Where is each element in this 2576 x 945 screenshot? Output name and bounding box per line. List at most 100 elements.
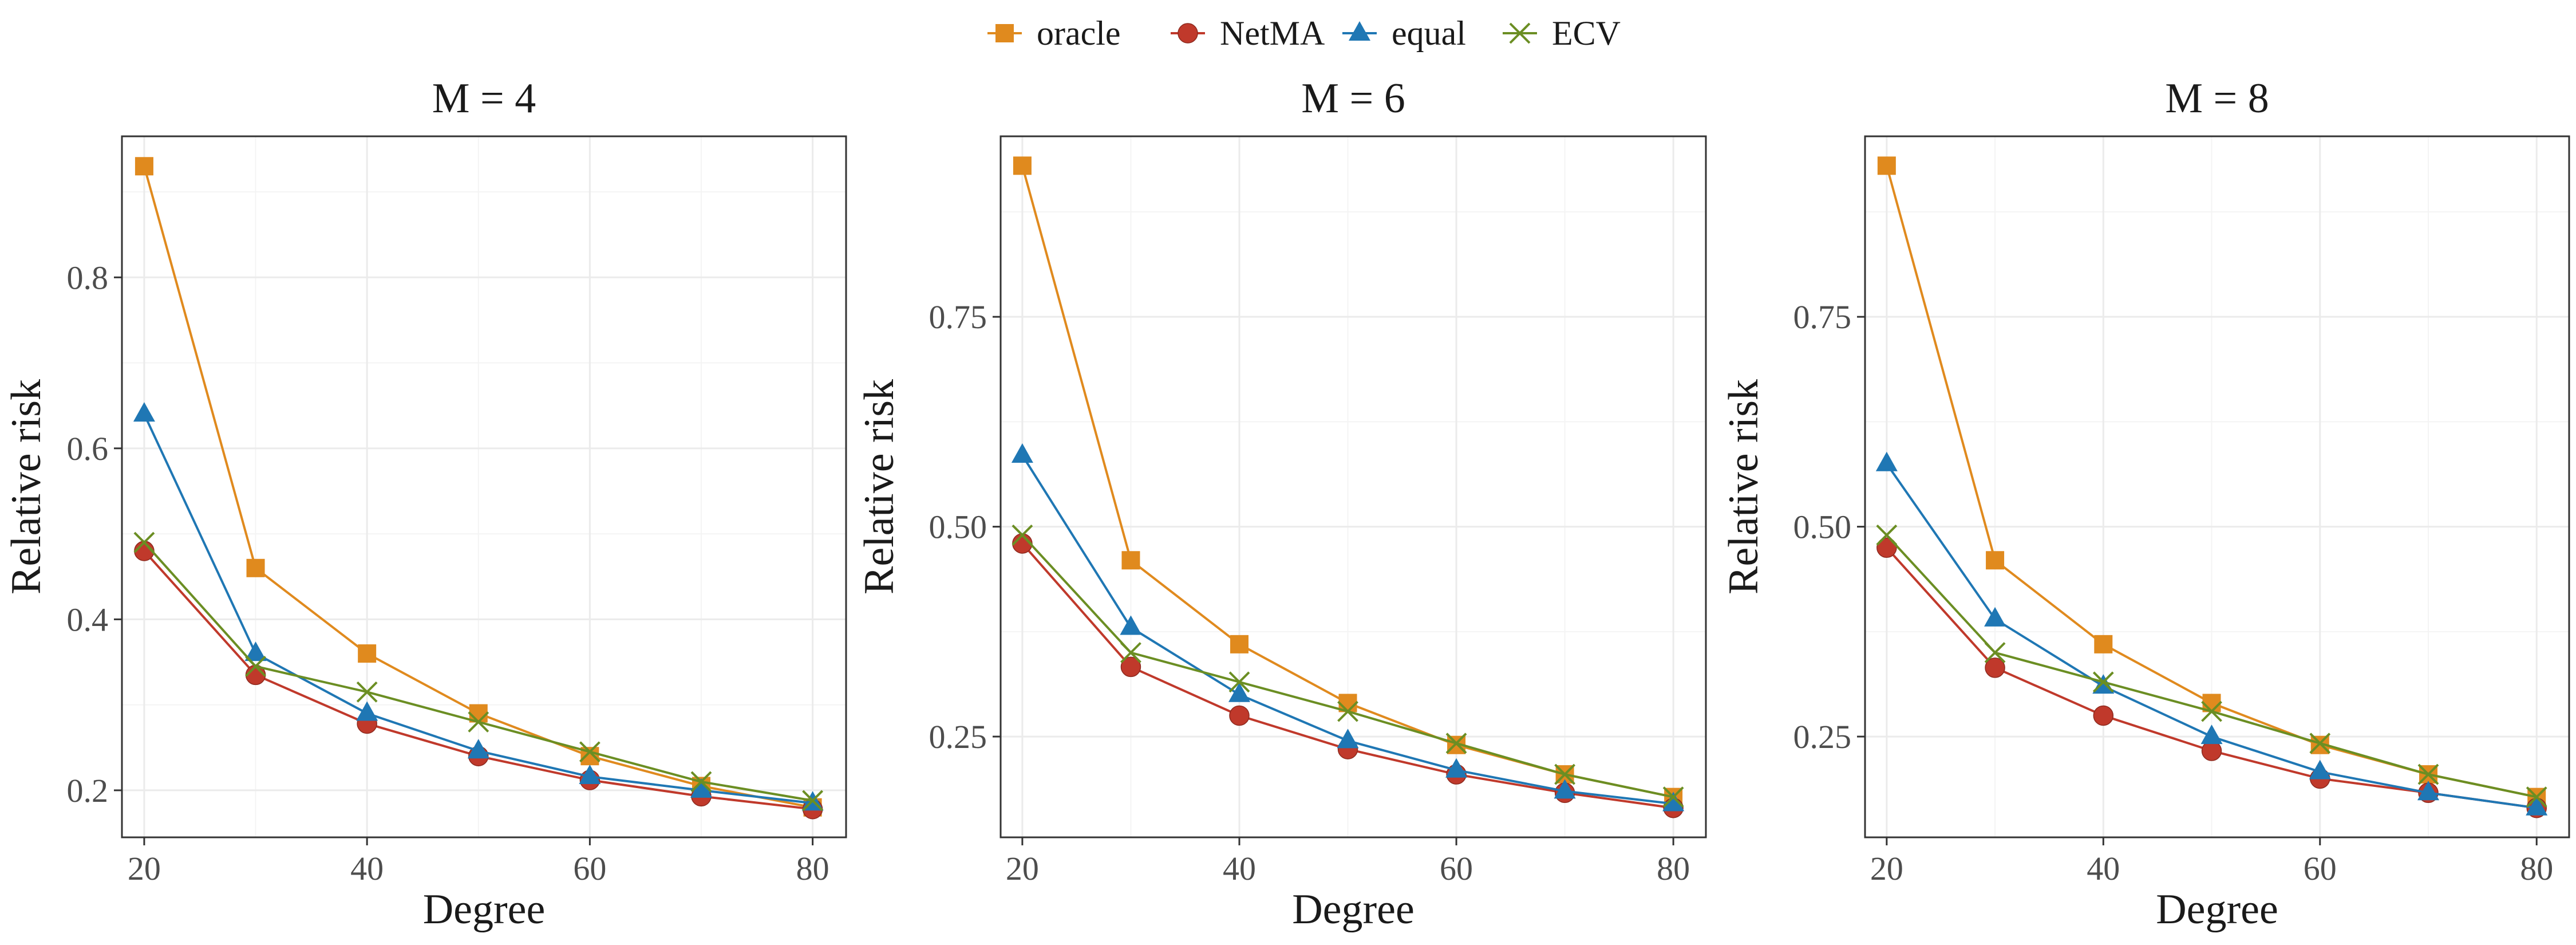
data-point-oracle-x40 [1230, 635, 1249, 653]
data-point-NetMA-x40 [2093, 705, 2114, 726]
legend-key-cross-icon-stroke-b [1509, 22, 1531, 44]
data-point-ECV-x80-stroke-b [1662, 786, 1684, 808]
gridlines [122, 136, 846, 837]
data-point-ECV-x40-stroke-b [2092, 671, 2114, 693]
x-tick-label: 40 [1223, 850, 1256, 887]
series-ECV [1876, 524, 2547, 808]
data-point-ECV-x30 [1984, 642, 2006, 663]
data-point-equal-x50 [2200, 724, 2223, 745]
x-tick-label: 60 [573, 850, 606, 887]
data-point-equal-x80 [1662, 792, 1685, 812]
y-tick-label: 0.25 [929, 718, 987, 755]
legend-label: NetMA [1220, 14, 1325, 52]
legend-label: ECV [1552, 14, 1621, 52]
data-point-ECV-x20-stroke-b [1012, 524, 1033, 546]
data-point-ECV-x40-stroke-b [356, 681, 378, 703]
data-point-NetMA-x50 [2201, 741, 2222, 761]
axis-ticks: 20 40 60 80 0.25 0.50 0.75 [1793, 298, 2554, 887]
y-axis-label: Relative risk [1720, 379, 1767, 594]
data-point-ECV-x60 [2309, 733, 2331, 754]
data-point-equal-x40 [356, 701, 378, 721]
data-point-ECV-x30-stroke-b [1120, 642, 1141, 663]
data-point-ECV-x70-stroke-b [690, 771, 712, 793]
y-tick-label: 0.6 [67, 430, 109, 467]
y-tick-label: 0.4 [67, 601, 109, 638]
panel-title: M = 4 [432, 75, 536, 122]
data-point-equal-x60 [2309, 759, 2331, 779]
legend-item-equal: equal [1342, 14, 1466, 52]
data-point-NetMA-x20 [1876, 537, 1897, 558]
data-point-equal-x60 [1445, 758, 1468, 778]
y-axis-label: Relative risk [3, 379, 50, 594]
data-point-NetMA-x40 [1229, 705, 1250, 726]
legend-key-cross-icon [1509, 22, 1531, 44]
data-point-oracle-x30 [246, 558, 265, 577]
data-point-oracle-x30 [1121, 551, 1140, 570]
data-point-ECV-x30 [1120, 642, 1141, 663]
x-tick-label: 60 [1440, 850, 1473, 887]
data-point-equal-x70 [690, 778, 712, 798]
data-point-equal-x30 [1120, 615, 1142, 635]
x-axis-label: Degree [1292, 886, 1415, 933]
data-point-oracle-x40 [358, 644, 377, 663]
panel-title: M = 8 [2165, 75, 2269, 122]
data-point-equal-x20 [1011, 443, 1033, 463]
data-point-ECV-x40 [356, 681, 378, 703]
plot-border [1864, 135, 2570, 838]
data-point-oracle-x20 [135, 157, 153, 176]
data-point-equal-x50 [467, 739, 489, 759]
data-point-ECV-x60 [1445, 733, 1467, 754]
data-point-oracle-x20 [1877, 156, 1896, 175]
axis-ticks: 20 40 60 80 0.2 0.4 0.6 0.8 [67, 259, 829, 887]
y-tick-label: 0.8 [67, 259, 109, 296]
data-point-ECV-x20-stroke-b [133, 531, 155, 553]
x-tick-label: 80 [796, 850, 829, 887]
y-tick-label: 0.50 [929, 509, 987, 546]
x-tick-label: 80 [2520, 850, 2553, 887]
x-tick-label: 20 [1870, 850, 1903, 887]
y-tick-label: 0.75 [929, 298, 987, 336]
series-oracle [1013, 156, 1683, 806]
data-point-equal-x40 [1228, 682, 1250, 702]
data-point-equal-x70 [2417, 781, 2439, 801]
data-point-equal-x20 [1875, 451, 1898, 471]
legend-item-NetMA: NetMA [1171, 14, 1325, 52]
data-point-NetMA-x30 [1120, 656, 1141, 678]
legend-label: equal [1392, 14, 1466, 52]
panel-title: M = 6 [1301, 75, 1405, 122]
data-point-ECV-x60 [579, 741, 600, 763]
x-tick-label: 20 [128, 850, 161, 887]
data-point-ECV-x80 [1662, 786, 1684, 808]
plot-border [999, 135, 1707, 838]
data-point-ECV-x50 [468, 711, 489, 733]
data-point-ECV-x50-stroke-b [1337, 700, 1358, 722]
data-point-ECV-x40 [2092, 671, 2114, 693]
data-point-ECV-x70 [1554, 763, 1576, 785]
data-point-equal-x70 [1554, 779, 1576, 799]
data-point-ECV-x20 [1876, 524, 1898, 546]
data-point-ECV-x20-stroke-b [1876, 524, 1898, 546]
legend: oracle NetMA equal ECV [987, 14, 1621, 52]
data-point-equal-x30 [244, 641, 267, 662]
x-tick-label: 40 [350, 850, 384, 887]
x-tick-label: 60 [2304, 850, 2337, 887]
data-point-ECV-x70 [690, 771, 712, 793]
y-tick-label: 0.50 [1793, 509, 1852, 546]
data-point-ECV-x30-stroke-b [245, 656, 266, 677]
data-point-ECV-x20 [1012, 524, 1033, 546]
x-tick-label: 80 [1657, 850, 1690, 887]
data-point-equal-x80 [2526, 796, 2548, 816]
data-point-ECV-x80 [802, 790, 824, 812]
data-point-oracle-x20 [1013, 156, 1032, 175]
legend-item-ECV: ECV [1503, 14, 1621, 52]
data-point-equal-x60 [579, 765, 601, 785]
data-point-ECV-x40-stroke-b [1228, 671, 1250, 693]
panel-3: 20 40 60 80 0.25 0.50 0.75 M = 8 Degree Relative … [1720, 75, 2570, 933]
legend-key-circle-icon [1178, 23, 1198, 44]
data-point-equal-x20 [133, 402, 155, 422]
series-ECV [133, 531, 824, 812]
legend-key-square-icon [995, 24, 1014, 42]
x-axis-label: Degree [423, 886, 546, 933]
legend-label: oracle [1037, 14, 1121, 52]
